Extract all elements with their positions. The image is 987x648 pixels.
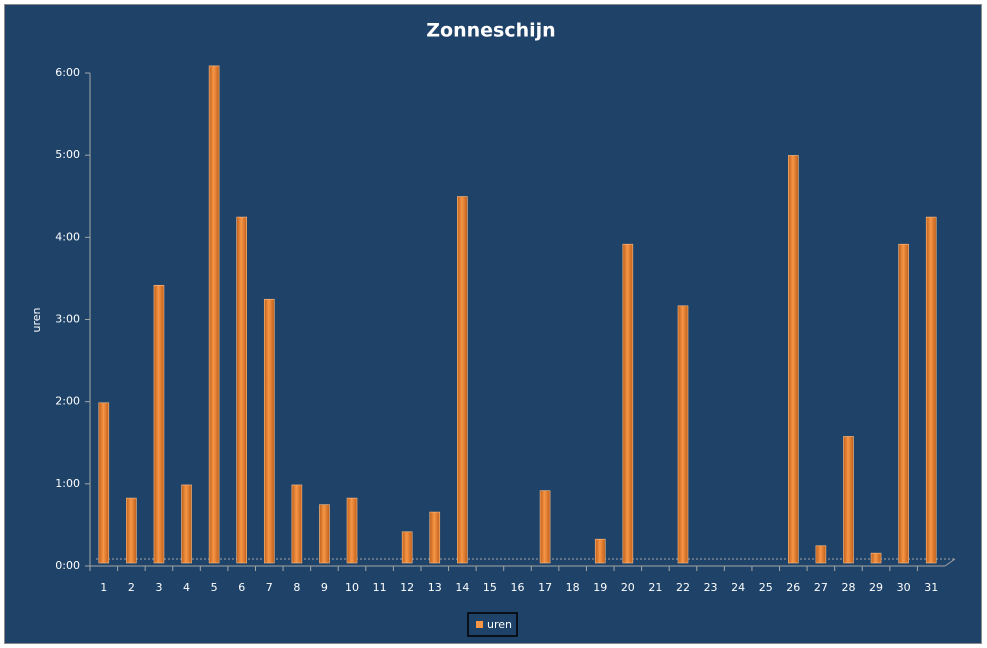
y-tick-label: 2:00 bbox=[55, 395, 80, 408]
bar bbox=[594, 538, 606, 564]
chart-background bbox=[4, 4, 982, 644]
bar bbox=[622, 243, 634, 564]
bar bbox=[98, 402, 110, 564]
bar bbox=[263, 298, 275, 564]
bar bbox=[815, 545, 827, 564]
x-tick-label: 17 bbox=[538, 581, 552, 594]
bar bbox=[153, 284, 165, 564]
bar bbox=[208, 65, 220, 564]
bar bbox=[843, 436, 854, 564]
bar bbox=[236, 216, 247, 564]
x-tick-label: 24 bbox=[731, 581, 745, 594]
y-tick-label: 6:00 bbox=[55, 66, 80, 79]
bar bbox=[677, 305, 689, 564]
x-tick-label: 6 bbox=[238, 581, 245, 594]
x-tick-label: 30 bbox=[897, 581, 911, 594]
chart-title: Zonneschijn bbox=[426, 20, 555, 42]
x-tick-label: 27 bbox=[814, 581, 828, 594]
bar bbox=[429, 511, 441, 564]
y-tick-label: 1:00 bbox=[55, 477, 80, 490]
x-tick-label: 16 bbox=[511, 581, 525, 594]
x-tick-label: 19 bbox=[593, 581, 607, 594]
x-tick-label: 31 bbox=[924, 581, 938, 594]
bar bbox=[788, 155, 799, 564]
y-tick-label: 5:00 bbox=[55, 148, 80, 161]
x-tick-label: 21 bbox=[648, 581, 662, 594]
x-tick-label: 5 bbox=[211, 581, 218, 594]
bar bbox=[319, 504, 330, 564]
y-tick-label: 4:00 bbox=[55, 230, 80, 243]
bar bbox=[401, 531, 413, 564]
x-tick-label: 29 bbox=[869, 581, 883, 594]
x-tick-label: 1 bbox=[100, 581, 107, 594]
x-tick-label: 3 bbox=[155, 581, 162, 594]
bar bbox=[181, 484, 192, 564]
x-tick-label: 26 bbox=[786, 581, 800, 594]
x-tick-label: 11 bbox=[373, 581, 387, 594]
bar bbox=[457, 196, 468, 564]
bar bbox=[870, 552, 882, 564]
bar bbox=[925, 216, 937, 564]
x-tick-label: 9 bbox=[321, 581, 328, 594]
x-tick-label: 18 bbox=[566, 581, 580, 594]
x-tick-label: 8 bbox=[293, 581, 300, 594]
bar bbox=[291, 484, 303, 564]
bar bbox=[346, 497, 358, 564]
legend-label: uren bbox=[487, 618, 512, 631]
x-tick-label: 20 bbox=[621, 581, 635, 594]
bar bbox=[898, 243, 909, 564]
x-tick-label: 25 bbox=[759, 581, 773, 594]
y-tick-label: 0:00 bbox=[55, 559, 80, 572]
x-tick-label: 15 bbox=[483, 581, 497, 594]
x-tick-label: 12 bbox=[400, 581, 414, 594]
legend-swatch bbox=[476, 621, 483, 628]
x-tick-label: 22 bbox=[676, 581, 690, 594]
x-tick-label: 14 bbox=[455, 581, 469, 594]
x-tick-label: 10 bbox=[345, 581, 359, 594]
bar bbox=[539, 490, 551, 564]
floor-edge bbox=[944, 558, 956, 567]
x-tick-label: 7 bbox=[266, 581, 273, 594]
y-tick-label: 3:00 bbox=[55, 313, 80, 326]
x-tick-label: 4 bbox=[183, 581, 190, 594]
x-tick-label: 23 bbox=[704, 581, 718, 594]
y-axis-title: uren bbox=[30, 307, 43, 332]
x-tick-label: 13 bbox=[428, 581, 442, 594]
bar bbox=[126, 497, 137, 564]
x-tick-label: 28 bbox=[841, 581, 855, 594]
x-tick-label: 2 bbox=[128, 581, 135, 594]
legend-box bbox=[467, 612, 518, 637]
